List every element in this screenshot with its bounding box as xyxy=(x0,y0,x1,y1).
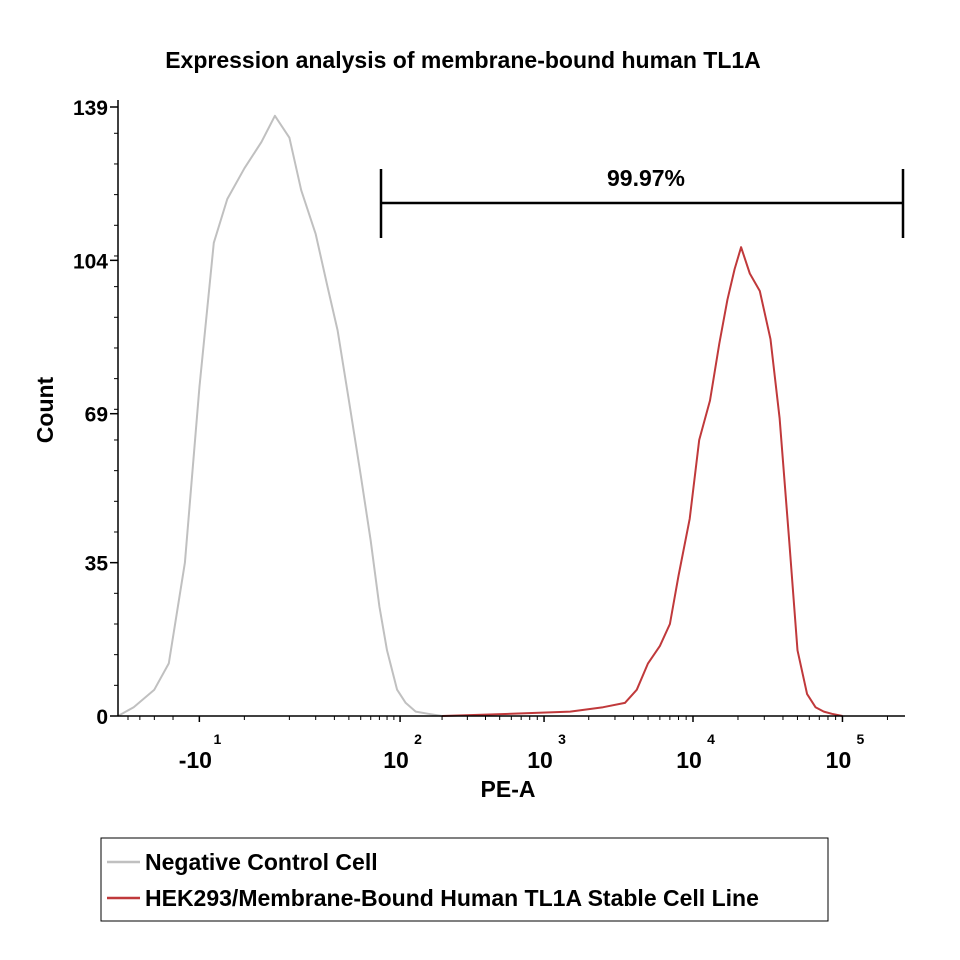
gate-marker: 99.97% xyxy=(379,165,905,238)
x-tick-label-exponent: 4 xyxy=(707,731,715,747)
legend-box xyxy=(100,837,829,922)
legend: Negative Control Cell HEK293/Membrane-Bou… xyxy=(107,849,759,911)
histogram-series-2 xyxy=(442,246,843,717)
x-axis: -101 10 2 10 3 10 4 10 5 xyxy=(127,716,888,773)
histogram-series-1 xyxy=(117,114,443,717)
y-axis-label: Count xyxy=(32,376,58,443)
x-tick-label-base: 10 xyxy=(826,747,852,773)
y-axis: 0 35 69 104 139 xyxy=(73,97,118,729)
x-axis-label: PE-A xyxy=(481,776,536,802)
x-tick-label-base: 10 xyxy=(383,747,409,773)
chart-title: Expression analysis of membrane-bound hu… xyxy=(165,47,761,73)
plot-area xyxy=(117,114,843,717)
x-tick-label-exponent: 2 xyxy=(414,731,422,747)
y-axis-label-group: Count xyxy=(32,376,58,443)
x-tick-label-exponent: 5 xyxy=(857,731,865,747)
x-tick-label-base: 10 xyxy=(676,747,702,773)
y-tick-label: 69 xyxy=(85,404,108,427)
y-tick-label: 35 xyxy=(85,553,109,576)
legend-label: Negative Control Cell xyxy=(145,849,378,875)
x-tick-label-exponent: 1 xyxy=(213,731,221,747)
y-tick-label: 0 xyxy=(96,706,108,729)
x-tick-label-exponent: 3 xyxy=(558,731,566,747)
x-tick-label-base: 10 xyxy=(527,747,553,773)
x-tick-label-base: -10 xyxy=(179,747,212,773)
y-tick-label: 139 xyxy=(73,97,108,120)
gate-percentage-label: 99.97% xyxy=(607,165,685,191)
y-tick-label: 104 xyxy=(73,250,108,273)
legend-label: HEK293/Membrane-Bound Human TL1A Stable … xyxy=(145,885,759,911)
